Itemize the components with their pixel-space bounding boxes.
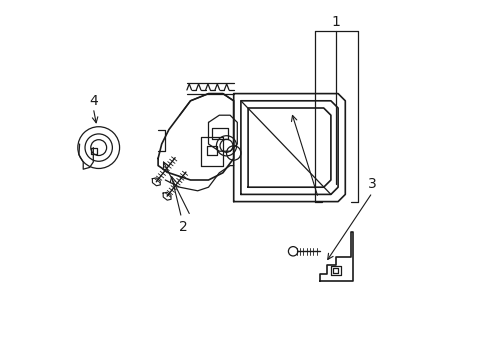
Text: 1: 1 [331,15,340,28]
Text: 4: 4 [89,94,98,108]
Text: 2: 2 [179,220,187,234]
Text: 3: 3 [367,177,376,190]
